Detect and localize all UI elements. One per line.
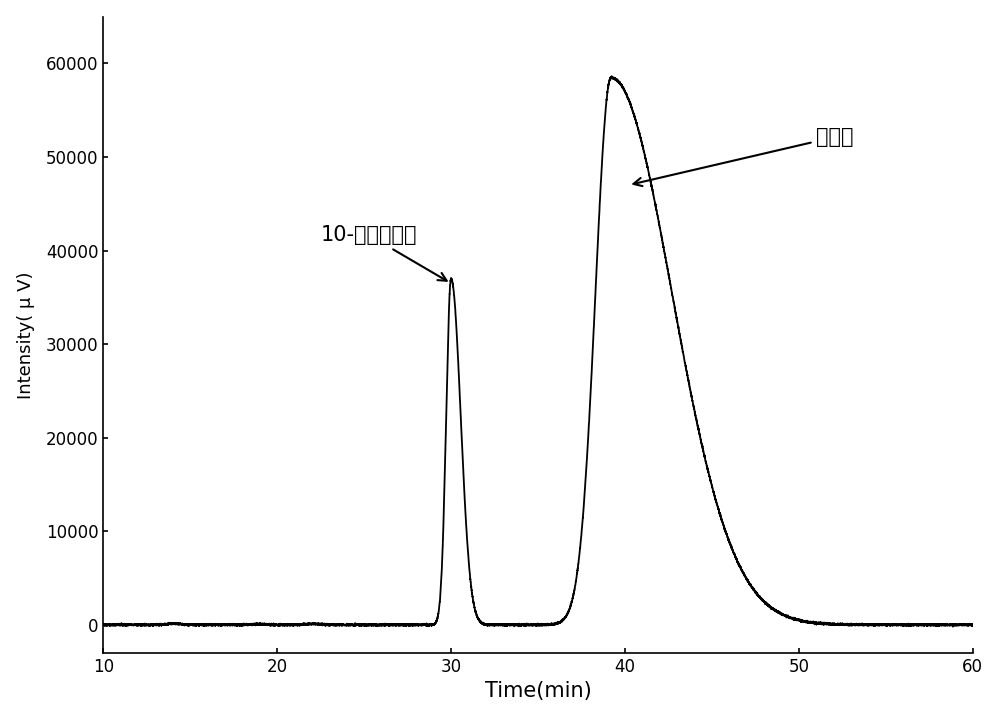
Y-axis label: Intensity( μ V): Intensity( μ V) (17, 271, 35, 398)
Text: 喜树碱: 喜树碱 (633, 127, 854, 186)
Text: 10-羟基喜树碱: 10-羟基喜树碱 (321, 225, 447, 281)
X-axis label: Time(min): Time(min) (485, 681, 591, 701)
